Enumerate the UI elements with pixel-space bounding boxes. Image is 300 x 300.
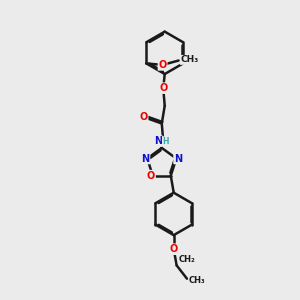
Text: O: O xyxy=(169,244,178,254)
Text: O: O xyxy=(159,83,167,93)
Text: N: N xyxy=(174,154,182,164)
Text: CH₂: CH₂ xyxy=(178,255,195,264)
Text: O: O xyxy=(158,60,167,70)
Text: N: N xyxy=(154,136,162,146)
Text: O: O xyxy=(147,171,155,181)
Text: O: O xyxy=(140,112,148,122)
Text: CH₃: CH₃ xyxy=(188,276,205,285)
Text: H: H xyxy=(162,137,169,146)
Text: CH₃: CH₃ xyxy=(180,56,199,64)
Text: N: N xyxy=(141,154,149,164)
